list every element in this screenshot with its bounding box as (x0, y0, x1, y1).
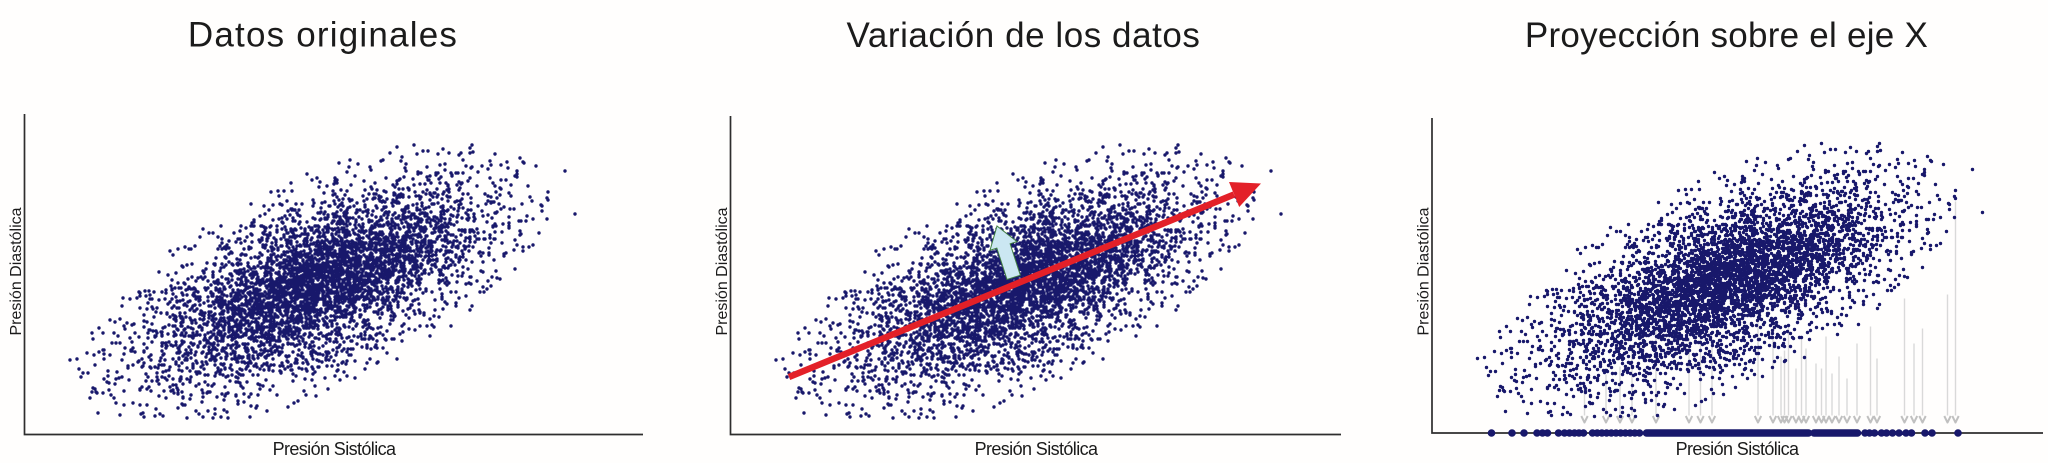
svg-text:Presión Diastólica: Presión Diastólica (8, 207, 25, 335)
svg-text:Proyección sobre el eje X: Proyección sobre el eje X (1525, 16, 1928, 55)
svg-text:Presión Diastólica: Presión Diastólica (714, 207, 731, 335)
svg-text:Presión Sistólica: Presión Sistólica (273, 439, 397, 459)
svg-text:Presión Sistólica: Presión Sistólica (975, 439, 1099, 459)
svg-text:Presión Sistólica: Presión Sistólica (1676, 439, 1800, 459)
svg-text:Datos originales: Datos originales (188, 16, 458, 55)
svg-text:Presión Diastólica: Presión Diastólica (1416, 207, 1433, 335)
svg-text:Variación de los datos: Variación de los datos (847, 16, 1201, 55)
